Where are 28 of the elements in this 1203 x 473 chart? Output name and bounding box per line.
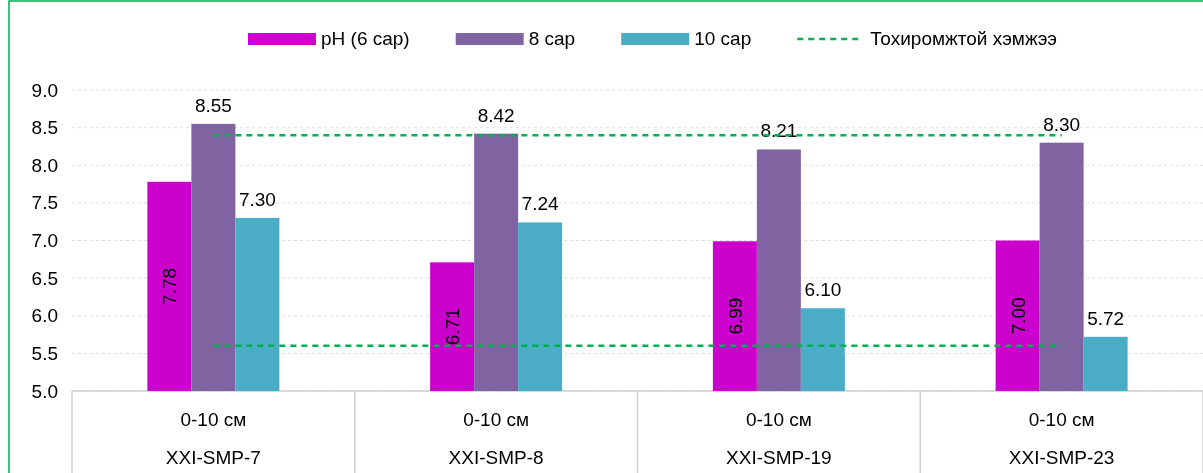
data-label: 8.42	[477, 104, 515, 126]
data-label: 7.30	[238, 188, 276, 210]
y-tick-label: 5.5	[31, 342, 58, 364]
legend-label: 10 сар	[694, 28, 752, 49]
x-tick-label: 0-10 см XXI-SMP-19	[726, 409, 832, 468]
legend-label: pH (6 сар)	[321, 28, 410, 49]
y-tick-label: 9.0	[31, 79, 58, 101]
y-tick-label: 8.0	[31, 154, 58, 176]
y-tick-label: 6.5	[31, 267, 58, 289]
legend-label: Тохиромжтой хэмжээ	[870, 28, 1058, 49]
legend-label: 8 сар	[528, 28, 576, 49]
y-tick-label: 8.5	[31, 117, 58, 139]
data-label: 7.24	[521, 193, 560, 215]
data-label: 7.78	[159, 267, 181, 305]
y-tick-label: 6.0	[31, 305, 58, 327]
data-label: 6.71	[442, 308, 464, 346]
data-label: 8.30	[1043, 113, 1081, 135]
y-tick-label: 7.0	[31, 230, 58, 252]
data-label: 6.10	[804, 279, 842, 301]
data-label: 6.99	[724, 297, 746, 335]
data-label: 8.55	[194, 94, 232, 116]
x-tick-label: 0-10 см XXI-SMP-23	[1008, 409, 1115, 468]
x-tick-label: 0-10 см XXI-SMP-8	[448, 409, 544, 468]
x-tick-label: 0-10 см XXI-SMP-7	[165, 409, 261, 468]
y-tick-label: 5.0	[31, 380, 58, 402]
data-label: 5.72	[1087, 307, 1125, 329]
data-label: 7.00	[1007, 297, 1029, 335]
y-tick-label: 7.5	[31, 192, 58, 214]
